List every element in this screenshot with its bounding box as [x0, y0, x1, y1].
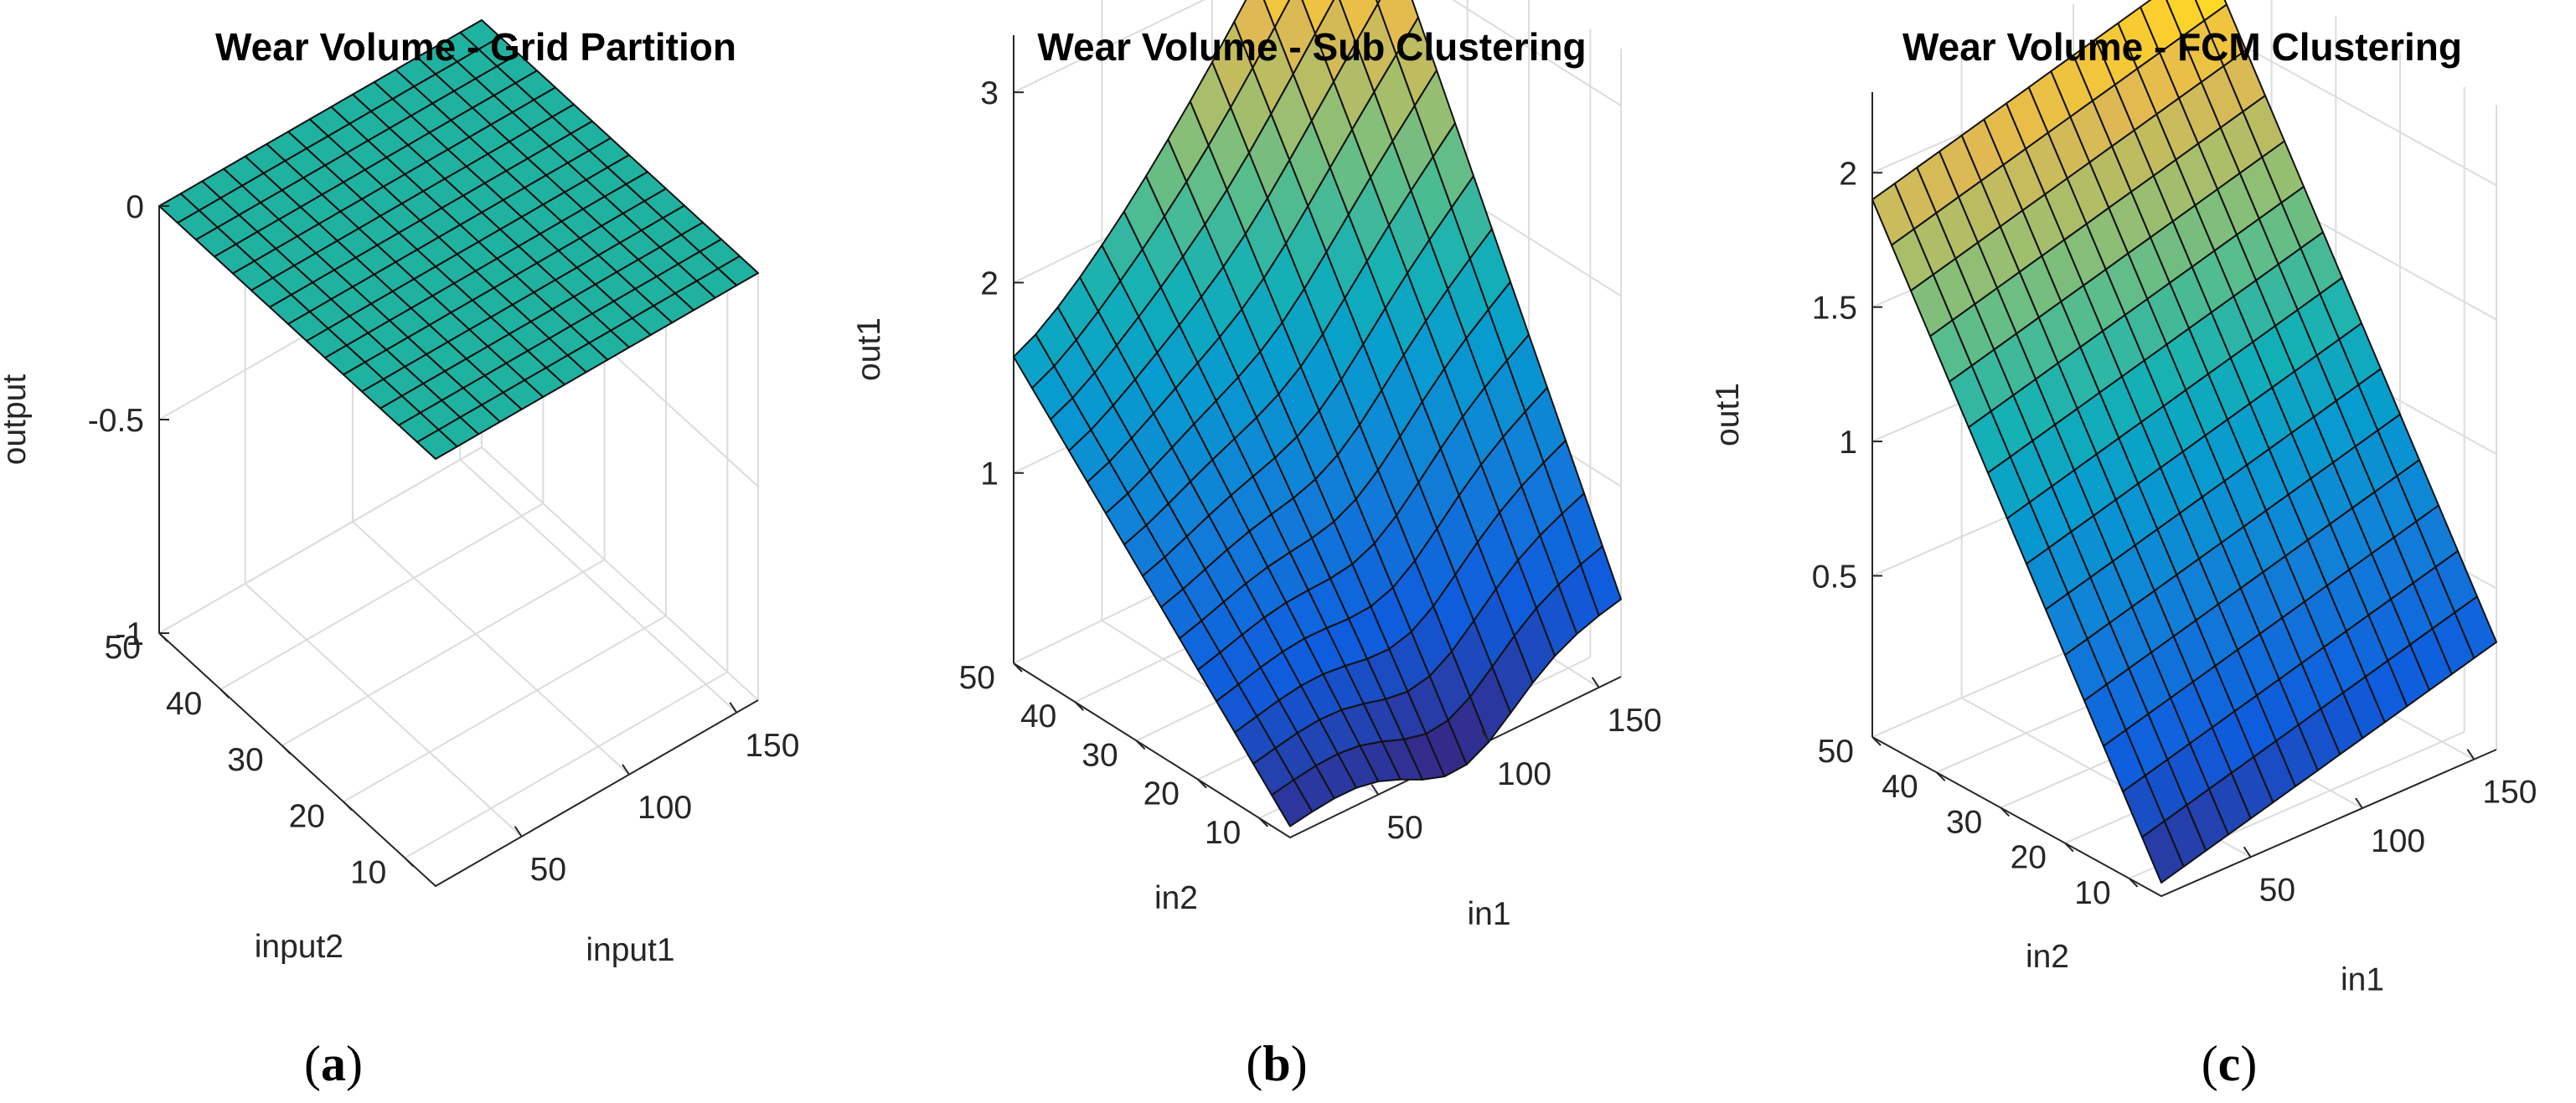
y-tick-mark-3 — [219, 688, 230, 698]
z-tick-label-0: 1 — [980, 456, 999, 492]
x-tick-label-2: 150 — [1608, 703, 1662, 739]
x-tick-mark-2 — [2466, 749, 2475, 760]
floor-grid-y-0 — [404, 671, 728, 859]
y-tick-label-1: 20 — [289, 798, 325, 834]
y-tick-mark-4 — [1013, 662, 1023, 673]
y-axis-label: input2 — [255, 929, 343, 965]
z-tick-label-2: 0 — [126, 189, 144, 225]
surface-mesh — [1871, 0, 2497, 884]
y-tick-mark-0 — [404, 857, 415, 868]
y-tick-mark-4 — [1871, 736, 1882, 746]
surface-facet-0-0 — [416, 429, 458, 460]
panel-b-chart: 1 2 3 10 20 30 40 50 50 100 150 out1 in2 in1 Wear Volu… — [851, 0, 1662, 932]
floor-grid-y-3 — [219, 503, 544, 690]
y-tick-label-4: 50 — [959, 660, 995, 696]
floor-grid-x-1 — [352, 521, 630, 776]
x-tick-mark-2 — [729, 702, 738, 714]
chart-title: Wear Volume - FCM Clustering — [1902, 25, 2462, 69]
z-tick-label-3: 2 — [1839, 156, 1857, 192]
panel-c-chart: 0.5 1 1.5 2 10 20 30 40 50 50 100 150 out1 in2 in1 Wear… — [1710, 0, 2537, 998]
floor-grid-y-2 — [281, 559, 606, 747]
x-tick-mark-0 — [2243, 846, 2252, 858]
y-tick-mark-3 — [1074, 701, 1085, 711]
x-tick-label-2: 150 — [2482, 775, 2537, 811]
z-axis-label: out1 — [851, 317, 887, 381]
y-tick-mark-2 — [1135, 740, 1146, 750]
x-tick-label-1: 100 — [2371, 823, 2425, 859]
caption-c: (c) — [2202, 1036, 2258, 1091]
z-tick-label-2: 3 — [980, 75, 999, 111]
y-tick-label-3: 40 — [166, 686, 202, 722]
x-axis-label: in1 — [1467, 896, 1510, 932]
x-tick-label-1: 100 — [1497, 756, 1551, 792]
floor-axis-edges — [1871, 736, 2497, 898]
y-tick-label-4: 50 — [1818, 734, 1854, 770]
y-tick-label-1: 20 — [1143, 776, 1180, 812]
floor-grid-y-1 — [343, 615, 667, 803]
x-tick-mark-0 — [1371, 784, 1380, 796]
y-tick-label-3: 40 — [1882, 769, 1918, 805]
z-axis-label: out1 — [1710, 383, 1746, 446]
caption-a-letter: a — [321, 1036, 346, 1091]
x-axis-label: in1 — [2341, 962, 2384, 998]
y-tick-label-1: 20 — [2011, 840, 2047, 876]
y-tick-label-0: 10 — [2074, 875, 2110, 911]
z-axis-label: output — [0, 374, 33, 466]
x-tick-label-0: 50 — [2259, 872, 2295, 908]
y-tick-mark-1 — [1197, 778, 1207, 789]
x-tick-mark-1 — [1481, 730, 1489, 742]
y-tick-mark-0 — [2128, 878, 2139, 888]
y-tick-label-2: 30 — [1082, 737, 1118, 773]
y-tick-label-3: 40 — [1020, 698, 1056, 734]
y-tick-mark-2 — [2000, 807, 2011, 817]
x-tick-mark-1 — [2355, 797, 2363, 809]
caption-b-letter: b — [1262, 1036, 1290, 1091]
x-tick-label-0: 50 — [530, 852, 566, 888]
panel-a-chart: -1 -0.5 0 10 20 30 40 50 50 100 150 output input2 inp… — [0, 18, 799, 968]
z-tick-label-0: 0.5 — [1812, 559, 1857, 595]
x-tick-label-1: 100 — [638, 790, 692, 826]
y-tick-mark-1 — [2064, 842, 2074, 853]
caption-a: (a) — [304, 1036, 363, 1091]
x-axis-label: input1 — [586, 932, 674, 968]
chart-title: Wear Volume - Grid Partition — [215, 25, 736, 69]
x-tick-mark-1 — [622, 764, 630, 776]
surface-facet-0-0 — [1271, 779, 1314, 827]
floor-grid-x-2 — [459, 459, 738, 714]
y-axis-label: in2 — [1154, 880, 1198, 916]
y-tick-mark-1 — [343, 801, 353, 812]
y-tick-mark-0 — [1258, 817, 1269, 827]
y-tick-label-0: 10 — [350, 854, 386, 890]
floor-grid-x-0 — [244, 583, 523, 838]
y-axis-label: in2 — [2026, 939, 2069, 975]
x-tick-mark-2 — [1591, 677, 1600, 688]
y-tick-label-4: 50 — [105, 630, 141, 666]
surface-mesh — [1013, 0, 1622, 827]
x-tick-label-2: 150 — [745, 728, 799, 764]
z-tick-label-0: -1 — [115, 616, 144, 652]
caption-b: (b) — [1246, 1036, 1307, 1091]
x-tick-mark-0 — [514, 826, 523, 838]
surface-facet-0-0 — [2141, 820, 2185, 884]
floor-axis-edges — [158, 632, 759, 888]
chart-title: Wear Volume - Sub Clustering — [1037, 25, 1586, 69]
y-tick-mark-2 — [281, 745, 292, 755]
floor-axis-edges — [1013, 662, 1622, 839]
x-tick-label-0: 50 — [1386, 810, 1422, 846]
z-tick-label-1: 2 — [980, 265, 999, 302]
y-tick-label-2: 30 — [227, 742, 263, 778]
y-tick-mark-4 — [158, 632, 168, 642]
surface-mesh — [158, 19, 759, 460]
wall-grid-z-0 — [158, 446, 759, 701]
y-tick-label-2: 30 — [1946, 804, 1982, 840]
z-tick-label-2: 1.5 — [1812, 291, 1857, 327]
y-tick-label-0: 10 — [1205, 815, 1241, 851]
z-tick-label-1: -0.5 — [88, 403, 144, 439]
z-tick-label-1: 1 — [1839, 425, 1857, 461]
caption-c-letter: c — [2218, 1036, 2241, 1091]
surface-facet-11-14 — [1262, 0, 1291, 28]
y-tick-mark-3 — [1935, 771, 1946, 781]
